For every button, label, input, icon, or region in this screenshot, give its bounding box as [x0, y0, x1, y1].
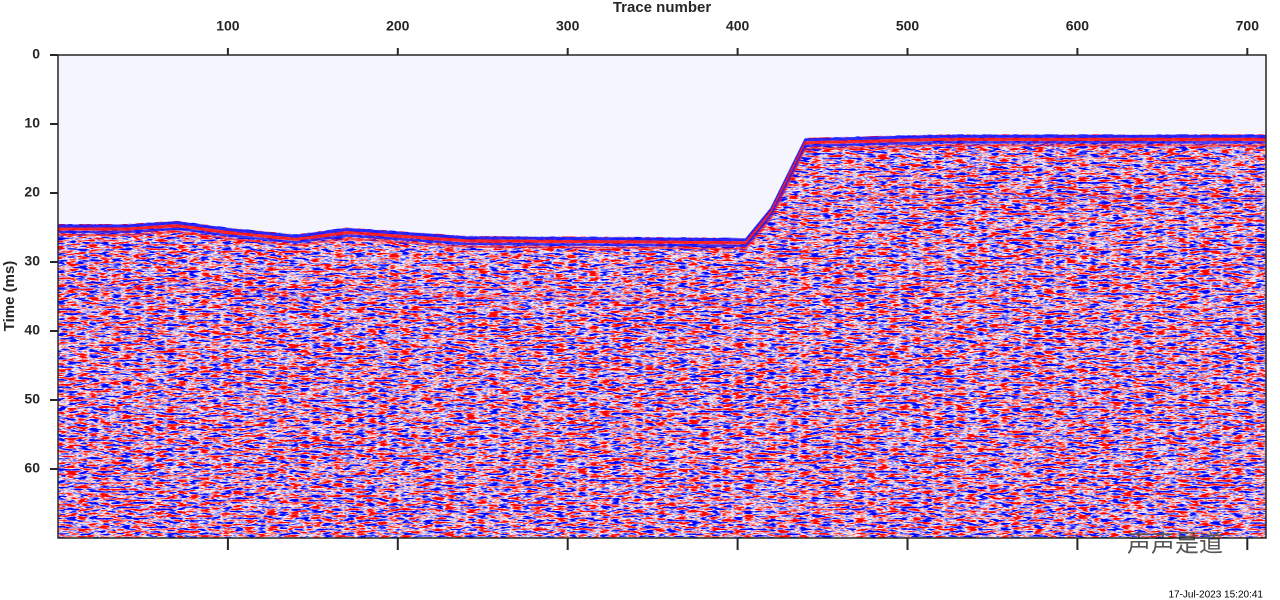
reflector-band: [58, 197, 1266, 303]
timestamp: 17-Jul-2023 15:20:41: [1168, 590, 1263, 600]
y-tick-label: 50: [24, 391, 40, 407]
x-tick-label: 200: [386, 18, 410, 34]
reflector-band: [58, 137, 1266, 245]
y-tick-label: 0: [32, 46, 40, 62]
seismic-image: [58, 55, 1266, 538]
x-tick-label: 300: [556, 18, 580, 34]
y-axis-label: Time (ms): [1, 261, 18, 332]
x-tick-label: 400: [726, 18, 750, 34]
x-tick-label: 600: [1066, 18, 1090, 34]
x-axis-label: Trace number: [613, 0, 712, 16]
reflector-band: [58, 144, 1266, 250]
plot-frame: [57, 54, 1267, 539]
x-tick-label: 700: [1236, 18, 1260, 34]
reflector-band: [58, 141, 1266, 248]
y-tick-label: 40: [24, 322, 40, 338]
reflector-band: [58, 193, 1266, 299]
x-tick-label: 500: [896, 18, 920, 34]
y-tick-label: 30: [24, 253, 40, 269]
y-tick-label: 60: [24, 460, 40, 476]
blank-region: [58, 55, 1266, 238]
watermark: 声声是道: [1127, 530, 1223, 557]
y-tick-label: 10: [24, 115, 40, 131]
y-tick-label: 20: [24, 184, 40, 200]
x-tick-label: 100: [216, 18, 240, 34]
